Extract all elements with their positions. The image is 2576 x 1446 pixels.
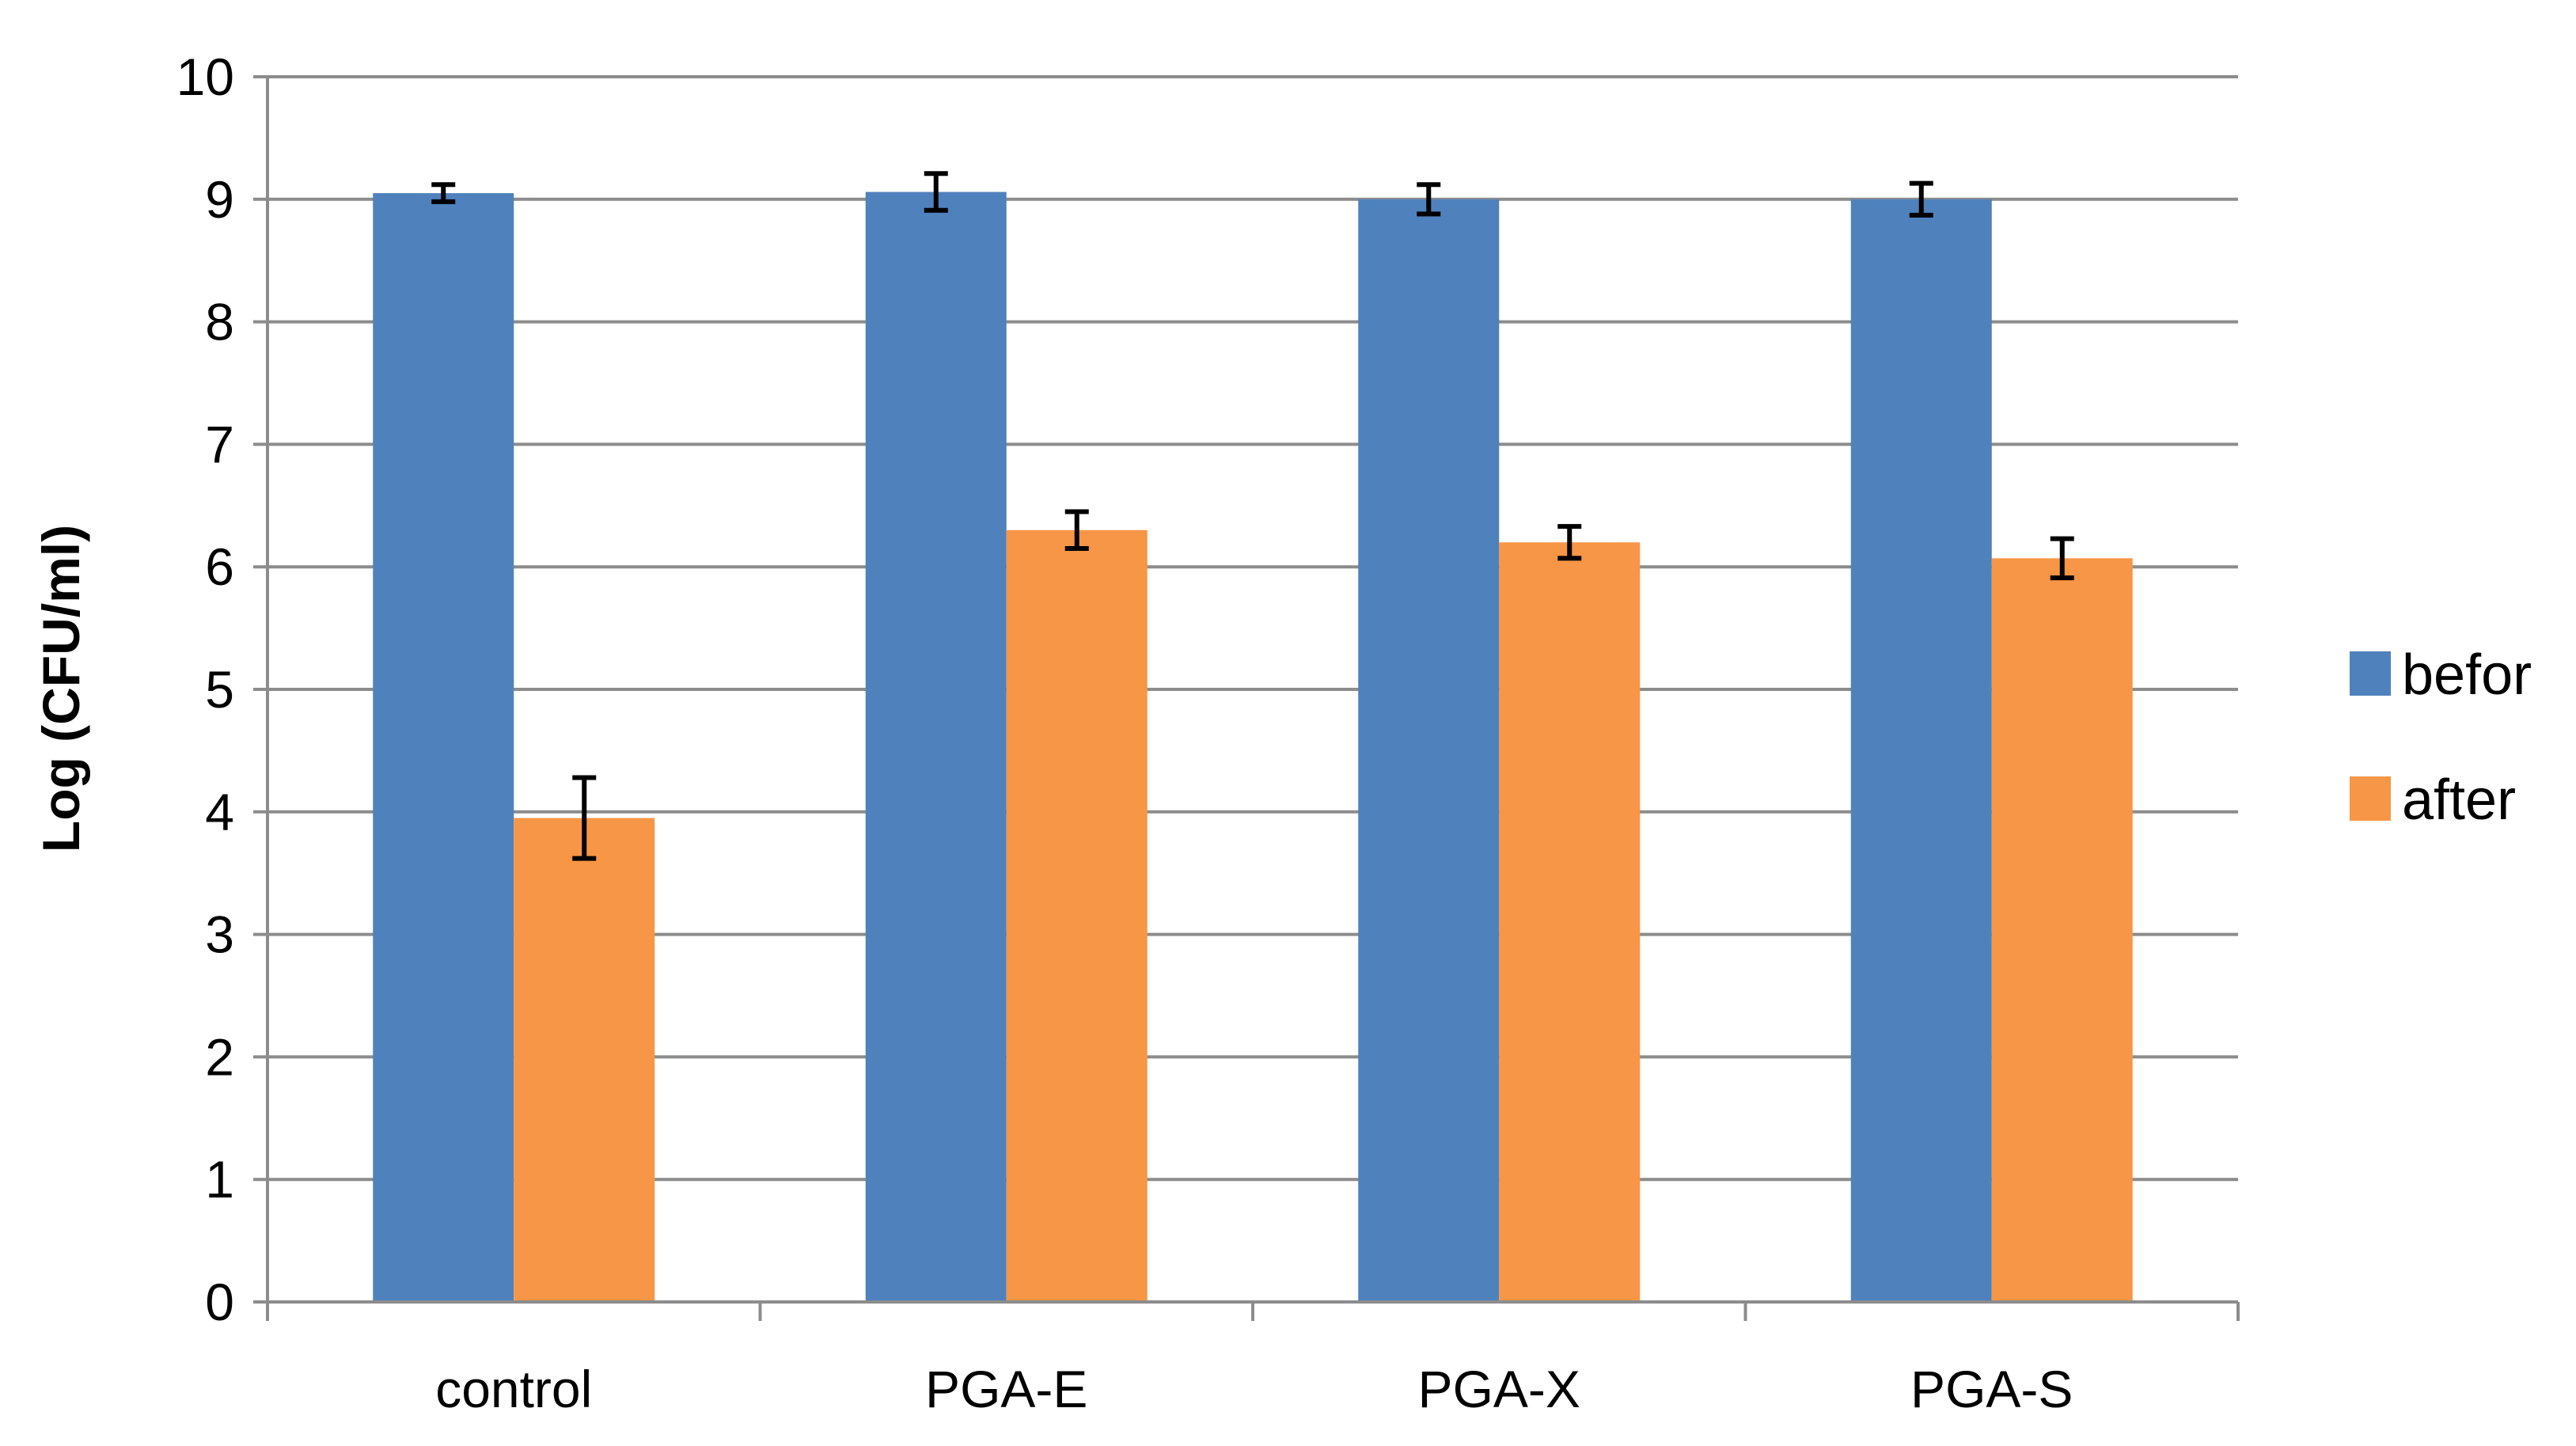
error-bar — [1064, 509, 1089, 551]
y-tick-label: 0 — [205, 1273, 234, 1331]
bar-befor-pga-s — [1850, 199, 1992, 1302]
x-tick-labels: control PGA-E PGA-X PGA-S — [435, 1360, 2073, 1418]
bars — [373, 192, 2133, 1303]
bar-after-pga-x — [1499, 542, 1641, 1302]
y-tick-label: 3 — [205, 905, 234, 964]
y-tick-label: 2 — [205, 1027, 234, 1086]
y-tick-label: 5 — [205, 660, 234, 719]
error-bar — [1909, 180, 1933, 218]
bar-befor-pga-e — [865, 192, 1007, 1303]
y-tick-label: 7 — [205, 415, 234, 473]
x-tick-label: PGA-X — [1418, 1360, 1580, 1418]
legend-label-befor: befor — [2402, 643, 2532, 707]
error-bar — [1557, 524, 1582, 561]
y-tick-label: 10 — [176, 47, 234, 106]
bar-befor-pga-x — [1358, 199, 1500, 1302]
x-tick-label: PGA-S — [1910, 1360, 2073, 1418]
legend: befor after — [2350, 643, 2532, 832]
y-axis-title: Log (CFU/ml) — [32, 525, 90, 852]
y-tick-label: 9 — [205, 170, 234, 229]
y-tick-labels: 0 1 2 3 4 5 6 7 8 9 10 — [176, 47, 234, 1331]
error-bar — [1417, 182, 1441, 217]
legend-swatch-after — [2350, 776, 2391, 821]
y-tick-label: 6 — [205, 537, 234, 596]
error-bar — [431, 182, 456, 204]
error-bar — [572, 775, 597, 861]
axes — [266, 77, 2240, 1321]
error-bars — [431, 171, 2074, 861]
bar-after-pga-s — [1991, 558, 2133, 1302]
error-bar — [924, 171, 948, 213]
bar-after-control — [514, 818, 655, 1302]
bar-befor-control — [373, 193, 514, 1302]
y-tick-label: 8 — [205, 293, 234, 351]
y-tick-label: 1 — [205, 1150, 234, 1209]
legend-swatch-befor — [2350, 651, 2391, 696]
y-tick-label: 4 — [205, 783, 234, 841]
legend-label-after: after — [2402, 769, 2516, 832]
bar-after-pga-e — [1006, 529, 1148, 1302]
x-tick-label: control — [435, 1360, 592, 1418]
error-bar — [2050, 536, 2074, 581]
x-tick-label: PGA-E — [925, 1360, 1087, 1418]
